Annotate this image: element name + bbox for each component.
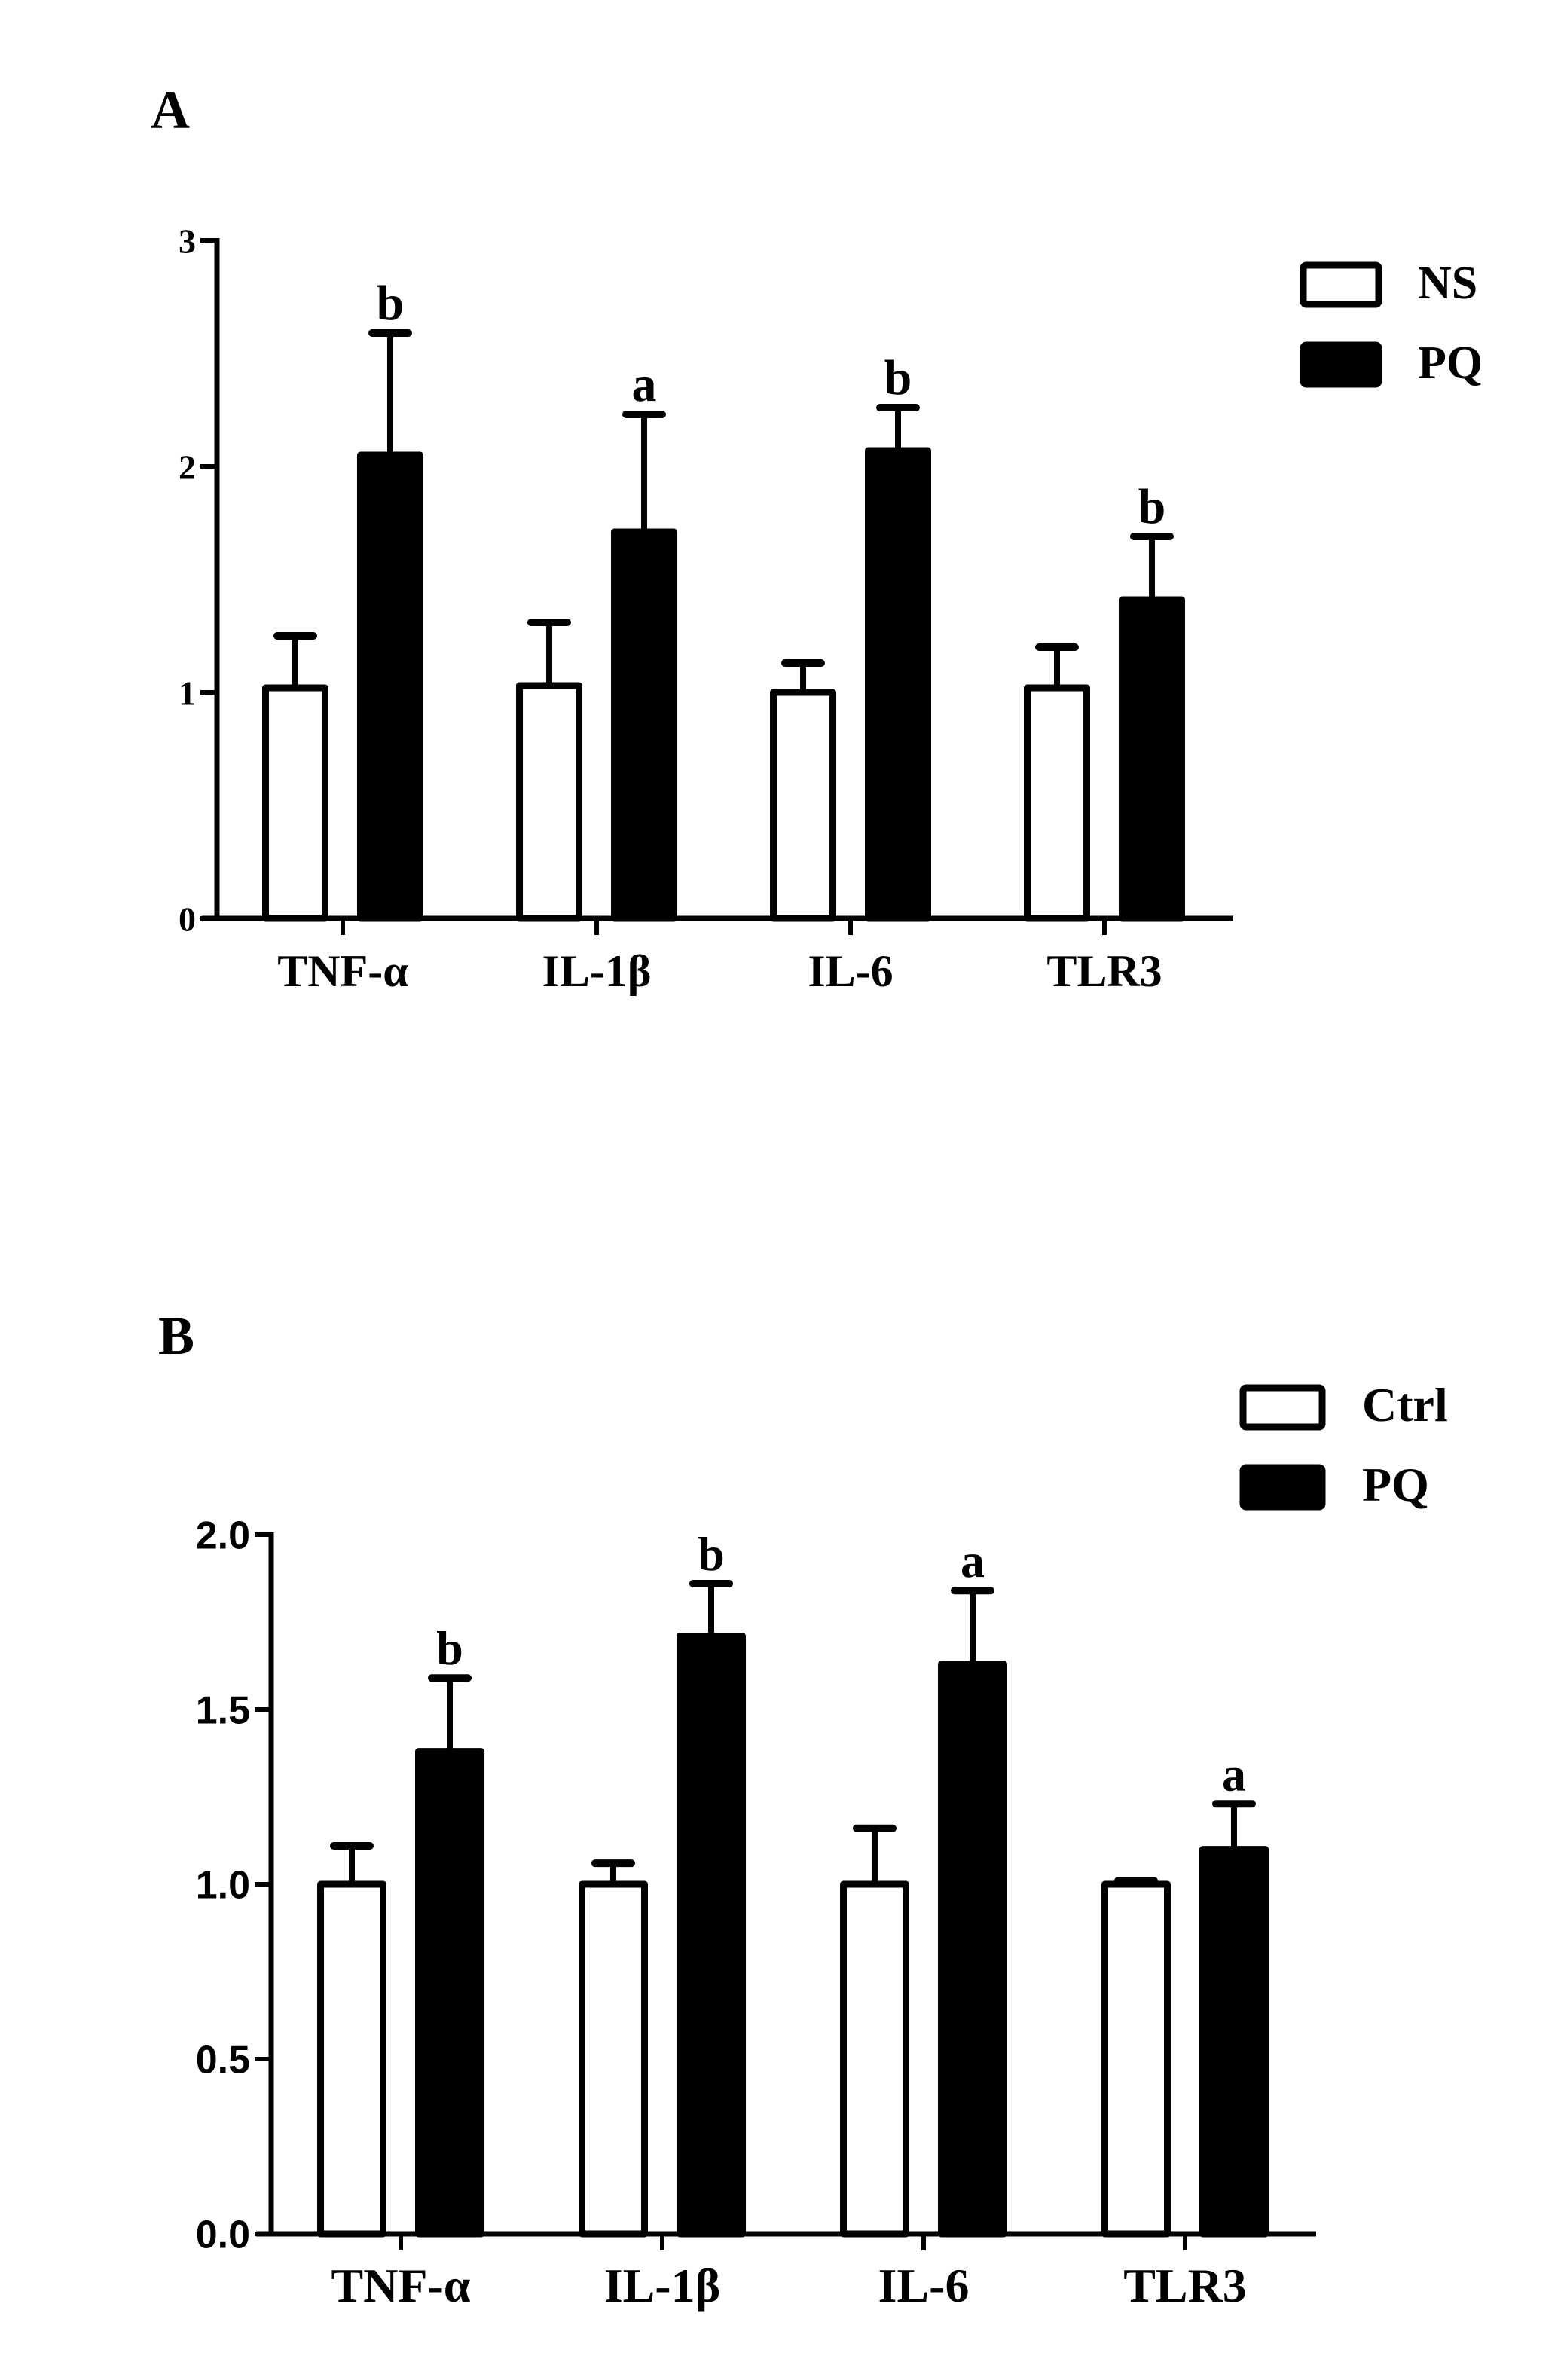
y-tick-label: 0.5 bbox=[196, 2039, 250, 2082]
bar-ctrl bbox=[840, 1880, 909, 2238]
legend-label: Ctrl bbox=[1362, 1378, 1448, 1431]
legend: Ctrl PQ bbox=[1239, 1378, 1448, 1511]
bar-pq bbox=[1119, 596, 1185, 922]
y-tick-label: 0.0 bbox=[196, 2213, 250, 2257]
legend-label: NS bbox=[1418, 258, 1477, 309]
x-tick-label: TLR3 bbox=[1123, 2259, 1247, 2312]
significance-label: a bbox=[632, 357, 657, 412]
bar-pq bbox=[677, 1633, 746, 2238]
bar-ctrl bbox=[1101, 1880, 1171, 2238]
bar-pq bbox=[865, 447, 931, 922]
significance-label: a bbox=[1222, 1747, 1246, 1801]
x-tick-label: TLR3 bbox=[1046, 946, 1162, 996]
y-tick-label: 2 bbox=[179, 448, 196, 487]
y-tick-label: 0 bbox=[179, 900, 196, 939]
panel-label: B bbox=[158, 1306, 194, 1366]
legend-label: PQ bbox=[1362, 1458, 1429, 1511]
significance-label: b bbox=[377, 276, 405, 331]
x-tick-label: IL-6 bbox=[808, 946, 893, 996]
y-tick-label: 3 bbox=[179, 222, 196, 261]
bar-pq bbox=[611, 528, 677, 922]
bar-ctrl bbox=[579, 1880, 648, 2238]
legend-swatch-pq bbox=[1300, 341, 1382, 388]
legend-swatch-ns bbox=[1300, 261, 1382, 308]
bar-pq bbox=[938, 1661, 1007, 2238]
y-tick-label: 1.5 bbox=[196, 1689, 250, 1733]
bar-ns bbox=[1024, 684, 1090, 922]
bar-ns bbox=[770, 689, 836, 922]
bar-pq bbox=[1199, 1846, 1269, 2238]
bar-ctrl bbox=[317, 1880, 386, 2238]
x-tick-label: IL-1β bbox=[542, 946, 652, 996]
x-tick-label: IL-1β bbox=[604, 2259, 721, 2312]
legend-swatch-ctrl bbox=[1239, 1384, 1326, 1431]
x-tick-label: TNF-α bbox=[277, 946, 408, 996]
legend-swatch-pq bbox=[1239, 1464, 1326, 1511]
y-tick-label: 1 bbox=[179, 674, 196, 713]
chart-panel-b: B 0.0 0.5 1.0 1.5 2.0 TNF-α b IL-1β b IL-6 a TLR3 a Ct… bbox=[158, 1306, 1448, 2312]
legend: NS PQ bbox=[1300, 258, 1483, 389]
panel-label: A bbox=[151, 80, 190, 140]
chart-panel-a: A 0 1 2 3 TNF-α b IL-1β a IL-6 b TLR3 b NS PQ bbox=[151, 80, 1483, 996]
significance-label: b bbox=[436, 1621, 463, 1675]
significance-label: b bbox=[698, 1527, 725, 1581]
x-tick-label: TNF-α bbox=[331, 2259, 470, 2312]
bar-ns bbox=[262, 684, 328, 922]
y-tick-label: 2.0 bbox=[196, 1514, 250, 1558]
bar-pq bbox=[357, 451, 423, 922]
bar-pq bbox=[415, 1748, 484, 2238]
bar-ns bbox=[516, 682, 582, 922]
significance-label: b bbox=[884, 350, 912, 405]
significance-label: b bbox=[1138, 479, 1166, 534]
significance-label: a bbox=[961, 1534, 985, 1587]
y-tick-label: 1.0 bbox=[196, 1864, 250, 1908]
legend-label: PQ bbox=[1418, 338, 1483, 389]
x-tick-label: IL-6 bbox=[878, 2259, 970, 2312]
